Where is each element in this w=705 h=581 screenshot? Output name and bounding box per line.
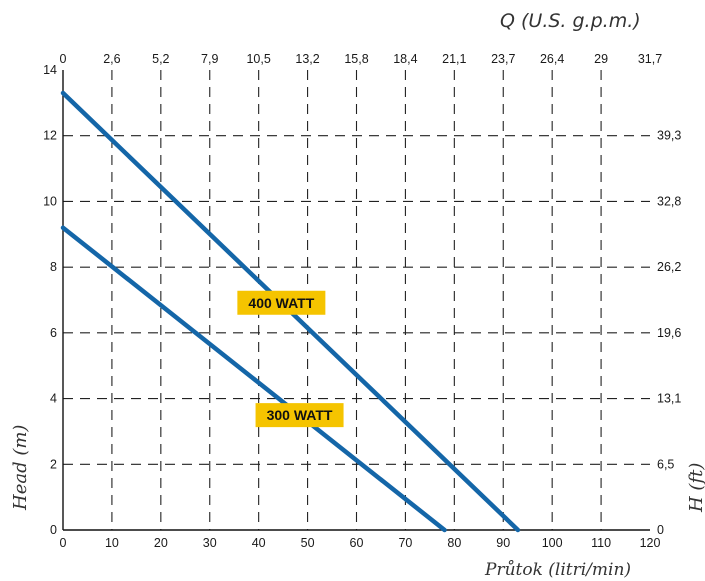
right-axis-title: H (ft) [686, 463, 705, 513]
bottom-tick-label: 100 [542, 536, 563, 550]
top-tick-label: 29 [594, 52, 608, 66]
left-tick-label: 6 [50, 326, 57, 340]
bottom-tick-labels: 0 10 20 30 40 50 60 70 80 90 100 110 120 [60, 536, 661, 550]
top-tick-label: 31,7 [638, 52, 662, 66]
series-line-300-watt [60, 225, 447, 533]
bottom-tick-label: 90 [496, 536, 510, 550]
top-tick-labels: 0 2,6 5,2 7,9 10,5 13,2 15,8 18,4 21,1 23,7 26,4 29… [60, 52, 663, 66]
left-tick-labels: 0 2 4 6 8 10 12 14 [43, 63, 57, 537]
plot-frame [62, 70, 650, 531]
top-tick-label: 26,4 [540, 52, 564, 66]
series-label-300-watt: 300 WATT [267, 407, 333, 423]
left-tick-label: 4 [50, 392, 57, 406]
left-tick-label: 14 [43, 63, 57, 77]
top-tick-label: 23,7 [491, 52, 515, 66]
series-label-400-watt: 400 WATT [248, 295, 314, 311]
bottom-tick-label: 80 [447, 536, 461, 550]
top-tick-label: 13,2 [295, 52, 319, 66]
bottom-tick-label: 30 [203, 536, 217, 550]
top-tick-label: 5,2 [152, 52, 169, 66]
left-tick-label: 12 [43, 129, 57, 143]
top-axis-title: Q (U.S. g.p.m.) [500, 10, 641, 32]
left-tick-label: 8 [50, 260, 57, 274]
bottom-axis-title: Průtok (litri/min) [484, 560, 631, 580]
right-tick-label: 26,2 [657, 260, 681, 274]
top-tick-label: 21,1 [442, 52, 466, 66]
left-tick-label: 0 [50, 523, 57, 537]
right-tick-label: 32,8 [657, 194, 681, 208]
bottom-tick-label: 20 [154, 536, 168, 550]
right-tick-labels: 0 6,5 13,1 19,6 26,2 32,8 39,3 [657, 129, 681, 537]
left-tick-label: 2 [50, 457, 57, 471]
right-tick-label: 6,5 [657, 457, 674, 471]
bottom-tick-label: 40 [252, 536, 266, 550]
top-tick-label: 15,8 [344, 52, 368, 66]
right-tick-label: 0 [657, 523, 664, 537]
left-axis-title: Head (m) [10, 425, 31, 511]
bottom-tick-label: 70 [398, 536, 412, 550]
series-label-badge [237, 290, 326, 315]
top-tick-label: 7,9 [201, 52, 218, 66]
bottom-tick-label: 110 [591, 536, 611, 550]
bottom-tick-label: 50 [301, 536, 315, 550]
bottom-tick-label: 120 [640, 536, 661, 550]
top-tick-label: 18,4 [393, 52, 417, 66]
bottom-tick-label: 10 [105, 536, 119, 550]
top-tick-label: 10,5 [246, 52, 270, 66]
right-tick-label: 19,6 [657, 326, 681, 340]
right-tick-label: 39,3 [657, 129, 681, 143]
series-layer: 400 WATT 300 WATT [60, 90, 521, 533]
top-tick-label: 0 [60, 52, 67, 66]
top-tick-label: 2,6 [103, 52, 120, 66]
bottom-tick-label: 60 [350, 536, 364, 550]
left-tick-label: 10 [43, 194, 57, 208]
right-tick-label: 13,1 [657, 392, 681, 406]
series-label-badge [255, 403, 344, 428]
bottom-tick-label: 0 [60, 536, 67, 550]
